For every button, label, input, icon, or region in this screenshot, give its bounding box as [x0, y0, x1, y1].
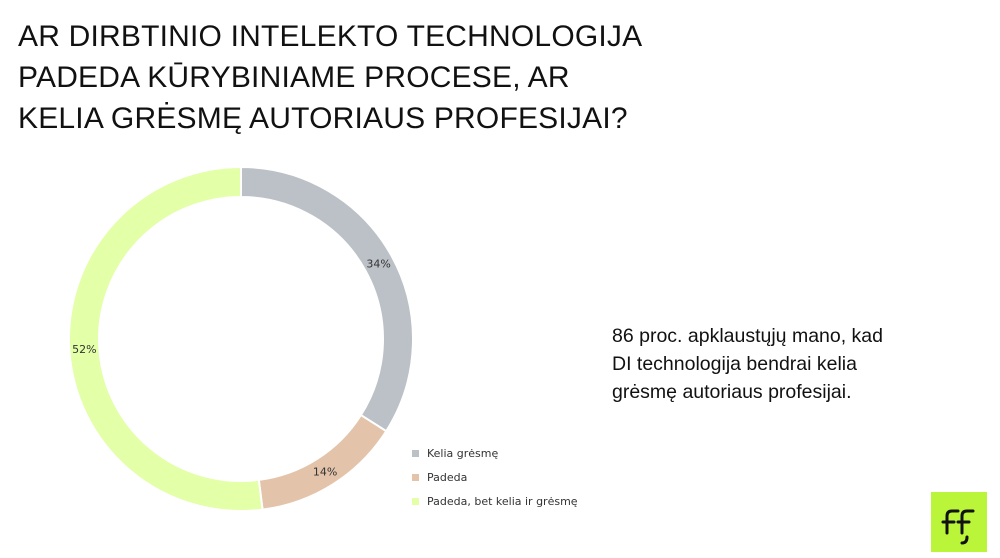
data-label-kelia-gresme: 34% — [366, 257, 390, 270]
title-line-1: AR DIRBTINIO INTELEKTO TECHNOLOGIJA — [18, 20, 643, 53]
legend-swatch-kelia-gresme — [412, 449, 419, 457]
donut-slice-padeda-bet-kelia — [68, 165, 264, 512]
donut-slice-kelia-gresme — [240, 165, 414, 433]
legend-label-kelia-gresme: Kelia grėsmę — [427, 446, 499, 460]
donut-slice-padeda — [257, 413, 388, 511]
ff-logo — [931, 492, 987, 552]
title-line-2: PADEDA KŪRYBINIAME PROCESE, AR — [18, 61, 570, 94]
legend-item-padeda: Padeda — [412, 465, 578, 489]
legend-label-padeda: Padeda — [427, 470, 468, 484]
note-line-2: DI technologija bendrai kelia — [612, 353, 857, 375]
legend-item-padeda-bet-kelia: Padeda, bet kelia ir grėsmę — [412, 489, 578, 513]
title-line-3: KELIA GRĖSMĘ AUTORIAUS PROFESIJAI? — [18, 102, 628, 135]
legend-swatch-padeda — [412, 473, 419, 481]
page-title: AR DIRBTINIO INTELEKTO TECHNOLOGIJA PADE… — [18, 16, 658, 139]
data-label-padeda-bet-kelia: 52% — [72, 343, 96, 356]
ff-logo-icon — [941, 509, 975, 545]
data-label-padeda: 14% — [313, 466, 337, 479]
note-line-3: grėsmę autoriaus profesijai. — [612, 381, 852, 403]
legend-swatch-padeda-bet-kelia — [412, 497, 419, 505]
summary-note: 86 proc. apklaustųjų mano, kad DI techno… — [612, 322, 942, 406]
chart-legend: Kelia grėsmę Padeda Padeda, bet kelia ir… — [412, 441, 578, 513]
note-line-1: 86 proc. apklaustųjų mano, kad — [612, 325, 884, 347]
legend-label-padeda-bet-kelia: Padeda, bet kelia ir grėsmę — [427, 494, 578, 508]
legend-item-kelia-gresme: Kelia grėsmę — [412, 441, 578, 465]
